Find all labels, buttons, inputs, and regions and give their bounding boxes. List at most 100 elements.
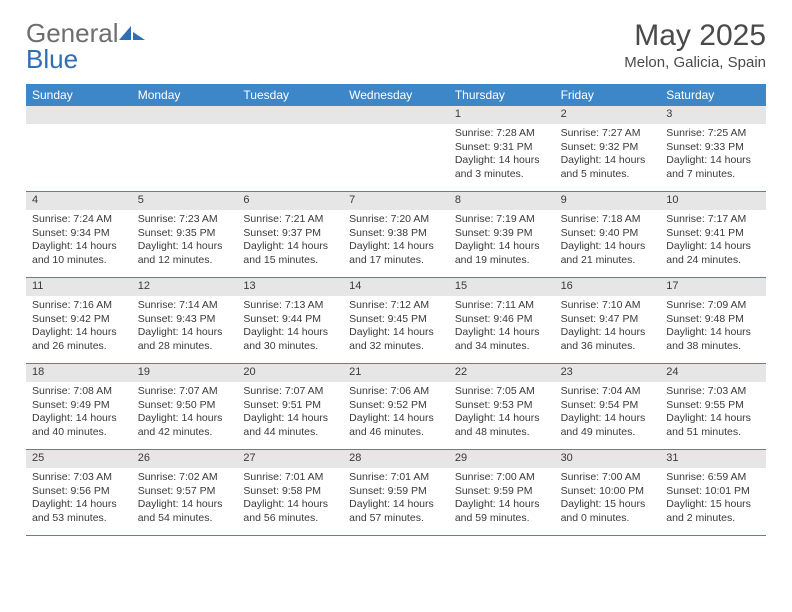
dow-cell: Saturday — [660, 84, 766, 106]
weeks-container: 12 3 Sunrise: 7:28 AMSunset: 9:31 PM Daylig… — [26, 106, 766, 536]
day-number: 11 — [26, 278, 132, 296]
day-cell-line: Sunrise: 7:01 AM — [349, 471, 443, 485]
day-cell-line: Sunrise: 7:05 AM — [455, 385, 549, 399]
day-cell-line: Sunset: 9:50 PM — [138, 399, 232, 413]
month-title: May 2025 — [624, 20, 766, 52]
day-cell: Sunrise: 7:20 AMSunset: 9:38 PMDaylight:… — [343, 210, 449, 277]
day-cell: Sunrise: 7:01 AMSunset: 9:58 PMDaylight:… — [237, 468, 343, 535]
day-cell-line: and 54 minutes. — [138, 512, 232, 526]
day-number: 26 — [132, 450, 238, 468]
day-cell-line: Sunrise: 7:28 AM — [455, 127, 549, 141]
day-cell: Sunrise: 7:00 AMSunset: 9:59 PMDaylight:… — [449, 468, 555, 535]
day-cell-line: Daylight: 14 hours — [349, 240, 443, 254]
day-number: 8 — [449, 192, 555, 210]
day-cell: Sunrise: 7:19 AMSunset: 9:39 PMDaylight:… — [449, 210, 555, 277]
day-cell-line: and 32 minutes. — [349, 340, 443, 354]
day-number: 13 — [237, 278, 343, 296]
title-block: May 2025 Melon, Galicia, Spain — [624, 20, 766, 71]
day-cell-line: Daylight: 14 hours — [349, 326, 443, 340]
day-of-week-header: SundayMondayTuesdayWednesdayThursdayFrid… — [26, 84, 766, 106]
day-cell-line: Sunrise: 7:03 AM — [32, 471, 126, 485]
day-cell-line: Sunset: 9:58 PM — [243, 485, 337, 499]
day-cell-line: Daylight: 14 hours — [455, 240, 549, 254]
day-cell — [237, 124, 343, 191]
day-cell-line: Daylight: 14 hours — [138, 326, 232, 340]
day-cell: Sunrise: 7:02 AMSunset: 9:57 PMDaylight:… — [132, 468, 238, 535]
day-cell-line: Sunset: 9:53 PM — [455, 399, 549, 413]
day-cell-line: Daylight: 14 hours — [561, 326, 655, 340]
day-cell: Sunrise: 7:06 AMSunset: 9:52 PMDaylight:… — [343, 382, 449, 449]
day-cell-line: Daylight: 14 hours — [349, 498, 443, 512]
day-cell: Sunrise: 7:28 AMSunset: 9:31 PMDaylight:… — [449, 124, 555, 191]
day-cell-line: Daylight: 14 hours — [666, 240, 760, 254]
day-number: 14 — [343, 278, 449, 296]
day-cell-line: Sunrise: 7:07 AM — [243, 385, 337, 399]
day-cell-line: Sunset: 9:57 PM — [138, 485, 232, 499]
day-number — [132, 106, 238, 124]
day-number: 29 — [449, 450, 555, 468]
day-cell-line: Sunrise: 7:20 AM — [349, 213, 443, 227]
day-cell — [343, 124, 449, 191]
day-cell-line: Daylight: 14 hours — [138, 240, 232, 254]
day-number: 10 — [660, 192, 766, 210]
day-cell: Sunrise: 7:16 AMSunset: 9:42 PMDaylight:… — [26, 296, 132, 363]
logo: General Blue — [26, 20, 145, 72]
day-cell-line: and 40 minutes. — [32, 426, 126, 440]
day-number: 20 — [237, 364, 343, 382]
day-cell-line: Sunrise: 7:06 AM — [349, 385, 443, 399]
day-number — [343, 106, 449, 124]
day-cell: Sunrise: 7:00 AMSunset: 10:00 PMDaylight… — [555, 468, 661, 535]
day-cell-line: Daylight: 14 hours — [32, 326, 126, 340]
day-cell-line: Daylight: 14 hours — [455, 498, 549, 512]
day-number: 6 — [237, 192, 343, 210]
day-cell-line: and 48 minutes. — [455, 426, 549, 440]
day-cell-line: and 30 minutes. — [243, 340, 337, 354]
day-cell-line: Sunset: 9:35 PM — [138, 227, 232, 241]
day-cell-line: and 21 minutes. — [561, 254, 655, 268]
day-cell-line: Sunrise: 7:00 AM — [455, 471, 549, 485]
day-number: 17 — [660, 278, 766, 296]
week-cells-row: Sunrise: 7:08 AMSunset: 9:49 PMDaylight:… — [26, 382, 766, 449]
day-cell-line: and 2 minutes. — [666, 512, 760, 526]
day-cell-line: Sunset: 9:45 PM — [349, 313, 443, 327]
day-cell-line: Sunset: 9:48 PM — [666, 313, 760, 327]
week-cells-row: Sunrise: 7:24 AMSunset: 9:34 PMDaylight:… — [26, 210, 766, 277]
day-cell: Sunrise: 7:14 AMSunset: 9:43 PMDaylight:… — [132, 296, 238, 363]
day-cell: Sunrise: 7:07 AMSunset: 9:51 PMDaylight:… — [237, 382, 343, 449]
day-cell: Sunrise: 7:21 AMSunset: 9:37 PMDaylight:… — [237, 210, 343, 277]
day-cell-line: Sunset: 9:41 PM — [666, 227, 760, 241]
day-cell: Sunrise: 7:04 AMSunset: 9:54 PMDaylight:… — [555, 382, 661, 449]
day-number: 31 — [660, 450, 766, 468]
day-cell-line: Sunset: 10:01 PM — [666, 485, 760, 499]
day-cell-line: Sunset: 9:37 PM — [243, 227, 337, 241]
day-cell: Sunrise: 7:25 AMSunset: 9:33 PMDaylight:… — [660, 124, 766, 191]
day-number: 25 — [26, 450, 132, 468]
day-number — [237, 106, 343, 124]
day-cell-line: and 7 minutes. — [666, 168, 760, 182]
day-number: 3 — [660, 106, 766, 124]
day-cell-line: Sunrise: 7:16 AM — [32, 299, 126, 313]
day-number: 23 — [555, 364, 661, 382]
day-cell-line: Daylight: 14 hours — [32, 412, 126, 426]
day-cell-line: Sunset: 9:31 PM — [455, 141, 549, 155]
day-cell-line: and 24 minutes. — [666, 254, 760, 268]
day-cell-line: Sunrise: 7:27 AM — [561, 127, 655, 141]
day-cell — [26, 124, 132, 191]
day-number: 15 — [449, 278, 555, 296]
week-daynum-row: 25262728293031 — [26, 450, 766, 468]
day-cell-line: Daylight: 14 hours — [666, 412, 760, 426]
day-number: 30 — [555, 450, 661, 468]
day-cell-line: Daylight: 14 hours — [666, 326, 760, 340]
day-cell-line: Daylight: 14 hours — [666, 154, 760, 168]
day-cell-line: Sunset: 9:46 PM — [455, 313, 549, 327]
day-cell-line: and 5 minutes. — [561, 168, 655, 182]
logo-text: General Blue — [26, 20, 145, 72]
day-number: 12 — [132, 278, 238, 296]
day-cell-line: and 44 minutes. — [243, 426, 337, 440]
day-cell-line: and 57 minutes. — [349, 512, 443, 526]
week-rule — [26, 535, 766, 536]
day-cell-line: Sunset: 9:44 PM — [243, 313, 337, 327]
day-cell-line: Daylight: 14 hours — [455, 326, 549, 340]
week-cells-row: Sunrise: 7:28 AMSunset: 9:31 PM Daylight:… — [26, 124, 766, 191]
day-cell-line: Sunset: 9:33 PM — [666, 141, 760, 155]
